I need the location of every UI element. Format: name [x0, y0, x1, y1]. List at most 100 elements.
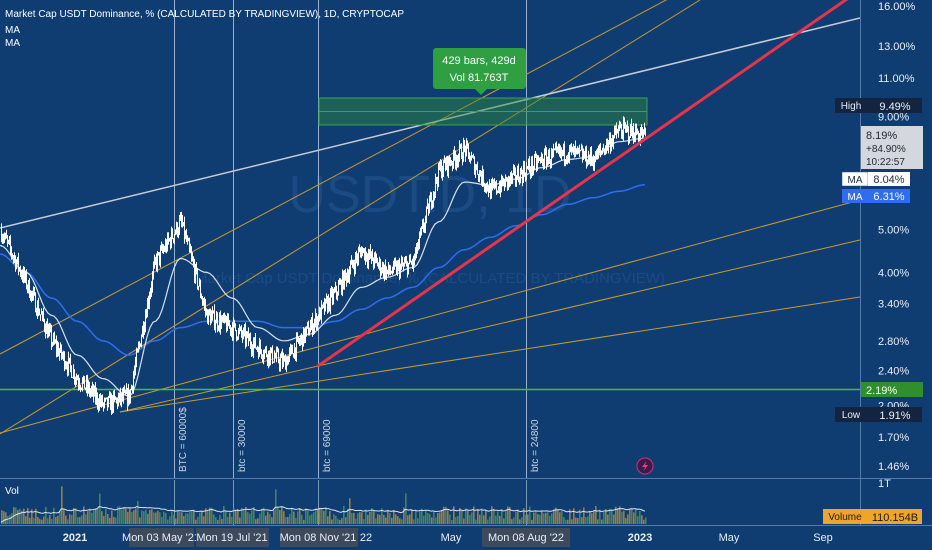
volume-bar — [345, 517, 347, 524]
ma-legend-1[interactable]: MA — [5, 25, 20, 36]
volume-bar — [631, 507, 633, 524]
measure-tooltip[interactable]: 429 bars, 429d Vol 81.763T — [433, 48, 526, 95]
volume-bar — [339, 520, 341, 524]
volume-bar — [139, 517, 141, 524]
volume-bar — [313, 512, 315, 524]
lightning-icon[interactable] — [636, 457, 654, 475]
volume-bar — [635, 508, 637, 524]
price-tick: 5.00% — [878, 225, 909, 237]
volume-bar — [59, 511, 61, 524]
volume-bar — [199, 512, 201, 524]
ma-long-label-box — [842, 189, 868, 203]
volume-bar — [81, 515, 83, 524]
fan-line-4[interactable] — [119, 239, 860, 413]
volume-bar — [509, 506, 511, 524]
price-tick: 9.00% — [878, 112, 909, 124]
volume-bar — [611, 509, 613, 524]
volume-bar — [181, 512, 183, 524]
volume-bar — [61, 486, 63, 524]
volume-bar — [413, 519, 415, 524]
volume-bar — [477, 508, 479, 524]
volume-bar — [395, 514, 397, 524]
volume-bar — [469, 515, 471, 524]
volume-bar — [411, 509, 413, 524]
volume-bar — [579, 509, 581, 524]
volume-bar — [263, 507, 265, 524]
high-label-box — [835, 98, 868, 113]
time-label-sep23: Sep — [813, 532, 833, 544]
volume-bar — [233, 507, 235, 524]
price-tick: 2.80% — [878, 336, 909, 348]
volume-bar — [217, 519, 219, 524]
volume-bar — [105, 508, 107, 524]
volume-bar — [103, 515, 105, 524]
volume-bar — [67, 519, 69, 524]
volume-bar — [589, 510, 591, 524]
volume-bar — [237, 508, 239, 524]
drawings — [0, 0, 860, 435]
ma-long-value-box — [868, 189, 910, 203]
volume-bar — [601, 519, 603, 524]
volume-bar — [439, 512, 441, 524]
annotation-labels: BTC = 60000$ btc = 30000 btc = 69000 btc… — [178, 407, 541, 472]
annotation-btc-30000[interactable]: btc = 30000 — [237, 419, 248, 472]
volume-bar — [427, 513, 429, 524]
volume-bar — [277, 506, 279, 524]
volume-bar — [231, 516, 233, 524]
fan-line-2[interactable] — [0, 0, 700, 355]
volume-bar — [5, 512, 7, 524]
volume-bar — [203, 516, 205, 524]
volume-bar — [621, 511, 623, 524]
volume-bar — [329, 511, 331, 524]
current-price: 8.19% — [866, 130, 897, 142]
volume-bar — [393, 509, 395, 524]
time-label-22: 22 — [360, 532, 372, 544]
red-trendline[interactable] — [317, 0, 860, 368]
volume-bar — [173, 514, 175, 524]
volume-bar — [285, 517, 287, 524]
annotation-btc-60000[interactable]: BTC = 60000$ — [178, 407, 189, 472]
volume-bar — [205, 508, 207, 524]
volume-bar — [255, 519, 257, 524]
volume-bar — [15, 507, 17, 524]
volume-bar — [521, 517, 523, 524]
volume-bar — [359, 512, 361, 524]
time-label-may23: May — [719, 532, 740, 544]
price-axis-panel[interactable] — [861, 0, 932, 550]
resistance-line[interactable] — [0, 17, 860, 229]
annotation-btc-69000[interactable]: btc = 69000 — [322, 419, 333, 472]
ma-legend-2[interactable]: MA — [5, 38, 20, 49]
volume-bar — [523, 508, 525, 524]
volume-bar — [461, 510, 463, 524]
volume-bar — [493, 508, 495, 524]
time-axis[interactable]: 2021 Mon 03 May '21 Mon 19 Jul '21 Mon 0… — [63, 528, 833, 547]
volume-bar — [29, 517, 31, 524]
volume-bar — [373, 511, 375, 524]
volume-bar — [543, 513, 545, 524]
volume-bar — [415, 509, 417, 524]
volume-bar — [401, 519, 403, 524]
volume-legend[interactable]: Vol — [5, 486, 19, 497]
fan-line-3[interactable] — [0, 199, 860, 434]
volume-bar — [35, 508, 37, 524]
volume-bar — [259, 513, 261, 524]
volume-bar — [457, 516, 459, 524]
volume-bar — [57, 515, 59, 524]
volume-bar — [49, 515, 51, 524]
fan-line-1[interactable] — [0, 0, 701, 435]
volume-bar — [73, 507, 75, 524]
current-price-badge[interactable]: 8.19% +84.90% 10:22:57 — [861, 126, 923, 169]
price-tick: 2.40% — [878, 366, 909, 378]
annotation-btc-24800[interactable]: btc = 24800 — [530, 419, 541, 472]
volume-bar — [593, 510, 595, 524]
volume-bar — [265, 515, 267, 524]
volume-bar — [189, 511, 191, 524]
volume-bar — [583, 507, 585, 524]
volume-bar — [253, 507, 255, 524]
symbol-title[interactable]: Market Cap USDT Dominance, % (CALCULATED… — [5, 9, 404, 20]
low-marker: Low 1.91% — [835, 407, 922, 422]
volume-bar — [39, 518, 41, 524]
volume-bar — [483, 515, 485, 524]
fan-line-5[interactable] — [119, 296, 860, 413]
